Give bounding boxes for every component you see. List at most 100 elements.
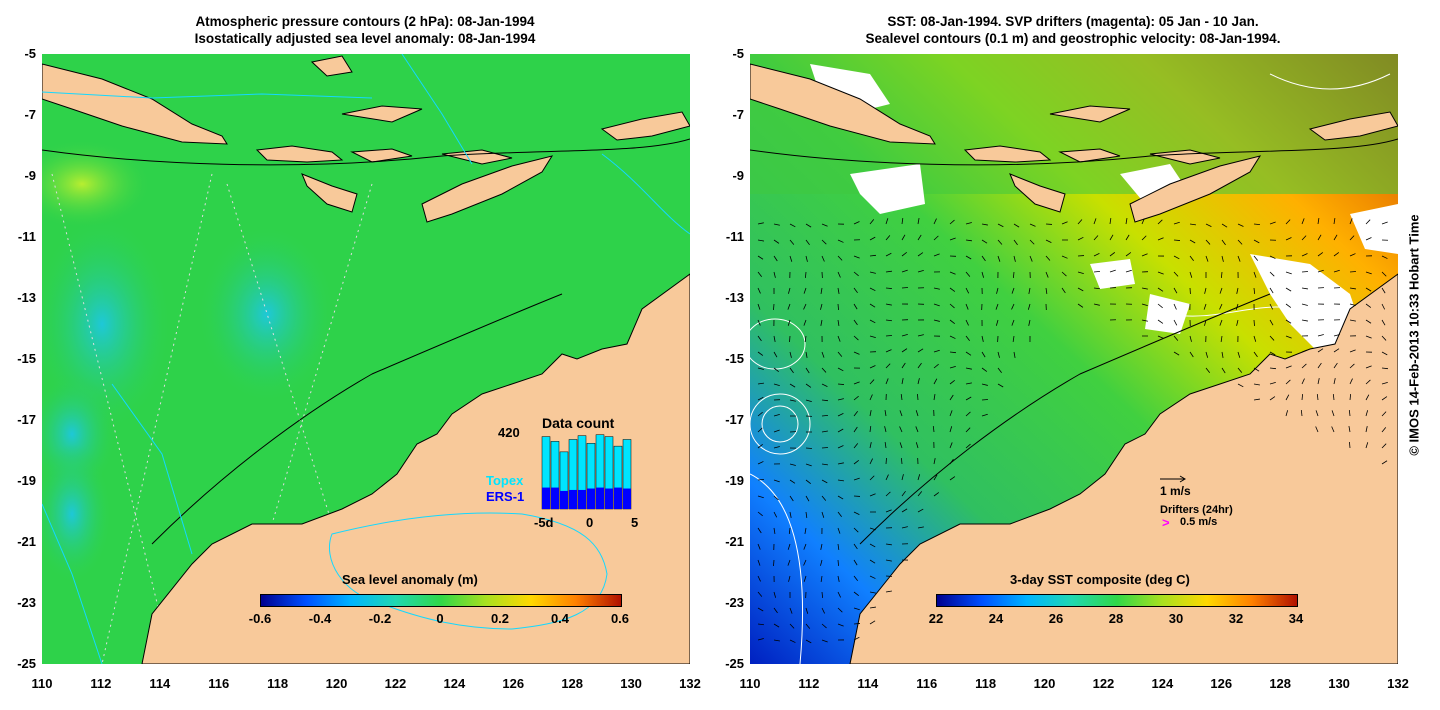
velocity-arrow — [1237, 223, 1244, 227]
sealevel-contours — [750, 73, 1391, 664]
velocity-arrow — [901, 218, 904, 225]
velocity-arrow — [820, 543, 823, 550]
velocity-arrow — [757, 427, 763, 433]
velocity-arrow — [803, 559, 807, 566]
velocity-arrow — [869, 303, 876, 308]
velocity-arrow — [1285, 303, 1292, 308]
velocity-arrow — [1077, 219, 1083, 225]
velocity-arrow — [917, 252, 924, 257]
velocity-arrow — [1109, 252, 1116, 257]
credit-label: © IMOS 14-Feb-2013 10:33 Hobart Time — [1406, 214, 1422, 456]
right-lat-tick-label: -21 — [725, 534, 744, 549]
velocity-arrow — [933, 492, 940, 497]
velocity-arrow — [789, 495, 794, 502]
anomaly-low-center — [197, 224, 337, 404]
velocity-arrow — [981, 383, 988, 386]
velocity-arrow — [885, 474, 889, 481]
left-lat-tick-label: -21 — [17, 534, 36, 549]
velocity-arrow — [965, 396, 972, 401]
velocity-arrow — [1189, 335, 1192, 342]
left-colorbar-tick-label: 0.6 — [610, 611, 630, 626]
velocity-arrow — [837, 559, 839, 567]
velocity-arrow — [869, 575, 876, 579]
velocity-arrow — [837, 428, 844, 433]
velocity-arrow — [837, 575, 840, 582]
velocity-arrow — [1125, 234, 1130, 241]
ers1-bar — [560, 490, 568, 509]
velocity-arrow — [1237, 383, 1244, 388]
velocity-arrow — [1381, 271, 1387, 277]
velocity-arrow — [981, 239, 988, 244]
velocity-arrow — [1285, 379, 1291, 385]
velocity-arrow — [869, 365, 876, 369]
velocity-arrow — [965, 271, 971, 277]
left-lon-tick-label: 114 — [149, 676, 171, 691]
velocity-arrow — [757, 255, 764, 260]
velocity-arrow — [1285, 319, 1292, 324]
velocity-arrow — [757, 623, 765, 626]
velocity-arrow — [805, 511, 808, 518]
velocity-arrow — [1269, 287, 1274, 294]
velocity-arrow — [1253, 287, 1256, 295]
velocity-arrow — [1125, 252, 1132, 257]
velocity-arrow — [1349, 218, 1353, 225]
velocity-arrow — [803, 543, 807, 550]
velocity-arrow — [804, 527, 807, 534]
velocity-arrow — [933, 363, 939, 369]
drifter-speed-label: 0.5 m/s — [1180, 516, 1218, 528]
velocity-arrow — [821, 239, 827, 245]
velocity-arrow — [885, 335, 893, 337]
velocity-arrow — [885, 363, 891, 369]
velocity-arrow — [1253, 271, 1257, 278]
credit-text: © IMOS 14-Feb-2013 10:33 Hobart Time — [1402, 0, 1426, 670]
velocity-arrow — [1365, 271, 1372, 275]
velocity-arrow — [1093, 270, 1101, 273]
right-colorbar-tick-label: 30 — [1168, 611, 1184, 626]
velocity-arrow — [1301, 378, 1305, 385]
velocity-arrow — [1269, 303, 1274, 310]
velocity-arrow — [1317, 269, 1324, 273]
velocity-arrow — [965, 319, 969, 326]
velocity-arrow — [1189, 255, 1194, 262]
velocity-arrow — [837, 398, 844, 401]
velocity-arrow — [981, 351, 986, 358]
velocity-arrow — [1157, 287, 1164, 292]
velocity-arrow — [1235, 303, 1239, 310]
velocity-arrow — [884, 426, 887, 433]
left-lat-tick-label: -15 — [17, 351, 36, 366]
velocity-arrow — [1061, 221, 1068, 225]
velocity-arrow — [757, 527, 762, 534]
left-lon-tick-label: 124 — [443, 676, 466, 691]
velocity-arrow — [981, 367, 988, 372]
left-lat-tick-label: -5 — [24, 46, 36, 61]
velocity-arrow — [869, 475, 875, 481]
velocity-arrow — [803, 319, 807, 326]
velocity-arrow — [1253, 223, 1261, 226]
right-colorbar-tick-label: 34 — [1288, 611, 1304, 626]
velocity-arrow — [788, 575, 791, 582]
velocity-arrow — [869, 379, 875, 385]
velocity-arrow — [917, 234, 922, 241]
velocity-arrow — [1093, 218, 1097, 225]
right-lon-tick-label: 126 — [1210, 676, 1233, 691]
data-count-title: Data count — [542, 415, 615, 431]
velocity-arrow — [932, 425, 935, 433]
velocity-arrow — [1300, 409, 1303, 417]
velocity-arrow — [805, 255, 808, 262]
velocity-arrow — [837, 445, 844, 449]
velocity-arrow — [917, 334, 924, 337]
velocity-arrow — [1237, 351, 1241, 358]
velocity-arrow — [789, 639, 796, 643]
velocity-arrow — [1061, 255, 1068, 259]
right-title-line1: SST: 08-Jan-1994. SVP drifters (magenta)… — [887, 14, 1259, 29]
velocity-arrow — [821, 495, 827, 501]
velocity-arrow — [1269, 221, 1276, 225]
velocity-arrow — [1236, 319, 1239, 326]
velocity-arrow — [949, 426, 953, 433]
ers1-bar — [551, 487, 559, 509]
velocity-arrow — [773, 367, 779, 373]
velocity-arrow — [853, 477, 860, 481]
velocity-arrow — [1349, 235, 1355, 241]
velocity-arrow — [821, 607, 826, 614]
velocity-arrow — [853, 636, 860, 641]
